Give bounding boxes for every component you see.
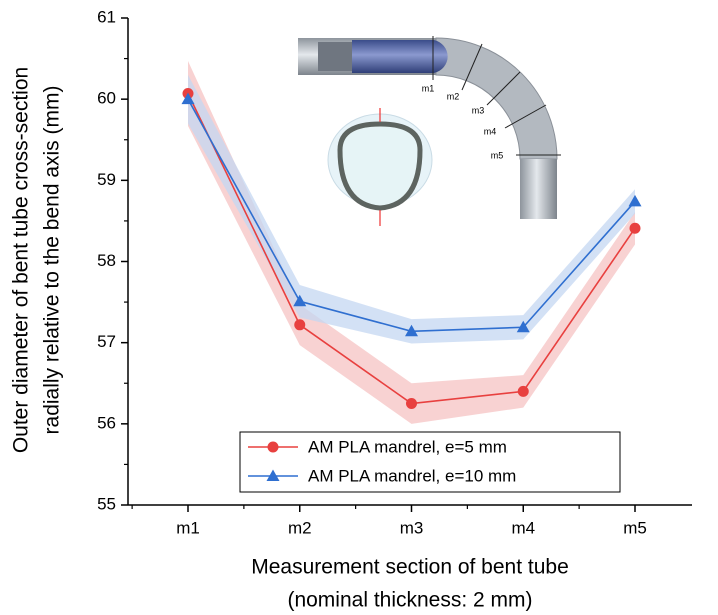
cross-section — [337, 121, 423, 211]
x-tick-label: m5 — [623, 518, 647, 537]
inset-label: m5 — [491, 150, 504, 160]
legend-label: AM PLA mandrel, e=10 mm — [308, 466, 516, 485]
y-axis-label: Outer diameter of bent tube cross-sectio… — [10, 67, 33, 453]
marker — [516, 320, 530, 333]
y-tick-label: 56 — [97, 413, 116, 432]
section-lines — [432, 36, 561, 156]
mandrel-shaft — [318, 42, 354, 71]
y-tick-label: 55 — [97, 494, 116, 513]
y-tick-label: 61 — [97, 7, 116, 26]
x-tick-label: m4 — [511, 518, 535, 537]
marker — [181, 92, 195, 105]
inset-label: m1 — [422, 83, 435, 93]
mandrel — [352, 40, 448, 73]
marker — [405, 324, 418, 337]
error-band — [188, 61, 635, 424]
marker — [517, 385, 529, 397]
y-axis-label: radially relative to the bend axis (mm) — [41, 86, 64, 435]
x-axis-label: (nominal thickness: 2 mm) — [287, 589, 532, 612]
inset-label: m2 — [447, 91, 460, 101]
tube-vertical — [520, 159, 557, 219]
legend-label: AM PLA mandrel, e=5 mm — [308, 437, 507, 456]
tube-bend — [435, 37, 558, 160]
marker — [629, 222, 641, 234]
y-tick-label: 60 — [97, 89, 116, 108]
legend: AM PLA mandrel, e=5 mm AM PLA mandrel, e=… — [239, 431, 621, 493]
marker — [266, 469, 280, 481]
marker — [294, 319, 306, 331]
inset-diagram — [298, 36, 561, 226]
marker — [267, 441, 279, 453]
error-band — [188, 74, 635, 344]
y-tick-label: 57 — [97, 332, 116, 351]
marker — [293, 294, 307, 307]
x-tick-label: m1 — [176, 518, 200, 537]
x-axis-label: Measurement section of bent tube — [251, 556, 569, 579]
x-tick-label: m3 — [400, 518, 424, 537]
marker — [406, 398, 417, 410]
y-tick-label: 59 — [97, 170, 116, 189]
legend-box — [239, 431, 621, 493]
x-tick-label: m2 — [288, 518, 312, 537]
marker — [628, 194, 642, 207]
inset-label: m4 — [484, 126, 497, 136]
y-tick-label: 58 — [97, 251, 116, 270]
inset-label: m3 — [472, 105, 485, 115]
